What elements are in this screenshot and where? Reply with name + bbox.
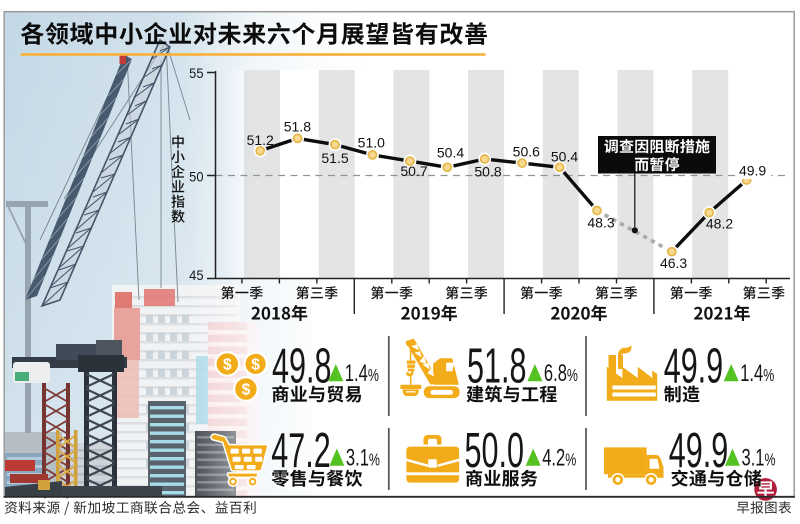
svg-text:50: 50 xyxy=(189,169,203,185)
svg-text:51.2: 51.2 xyxy=(247,132,274,148)
svg-text:47.2: 47.2 xyxy=(271,423,330,478)
svg-text:$: $ xyxy=(251,356,260,373)
svg-text:$: $ xyxy=(242,382,251,399)
svg-text:49.9: 49.9 xyxy=(669,423,728,478)
svg-text:50.0: 50.0 xyxy=(465,423,524,478)
svg-text:49.9: 49.9 xyxy=(664,338,723,393)
svg-text:50.6: 50.6 xyxy=(513,143,540,159)
svg-text:3.1%: 3.1% xyxy=(346,445,380,472)
svg-text:1.4%: 1.4% xyxy=(740,360,774,387)
svg-text:55: 55 xyxy=(189,66,203,82)
svg-text:46.3: 46.3 xyxy=(660,255,687,271)
svg-text:45: 45 xyxy=(189,268,203,284)
svg-text:49.9: 49.9 xyxy=(739,163,766,179)
svg-text:51.8: 51.8 xyxy=(467,338,526,393)
svg-text:51.0: 51.0 xyxy=(358,135,385,151)
svg-text:49.8: 49.8 xyxy=(272,338,331,393)
svg-text:48.2: 48.2 xyxy=(706,215,733,231)
svg-text:48.3: 48.3 xyxy=(587,214,614,230)
svg-text:50.4: 50.4 xyxy=(437,145,464,161)
svg-text:50.8: 50.8 xyxy=(474,163,501,179)
svg-text:50.7: 50.7 xyxy=(400,163,427,179)
svg-text:51.8: 51.8 xyxy=(284,119,311,135)
svg-text:51.5: 51.5 xyxy=(321,150,348,166)
svg-text:50.4: 50.4 xyxy=(551,149,578,165)
svg-text:$: $ xyxy=(223,356,232,373)
